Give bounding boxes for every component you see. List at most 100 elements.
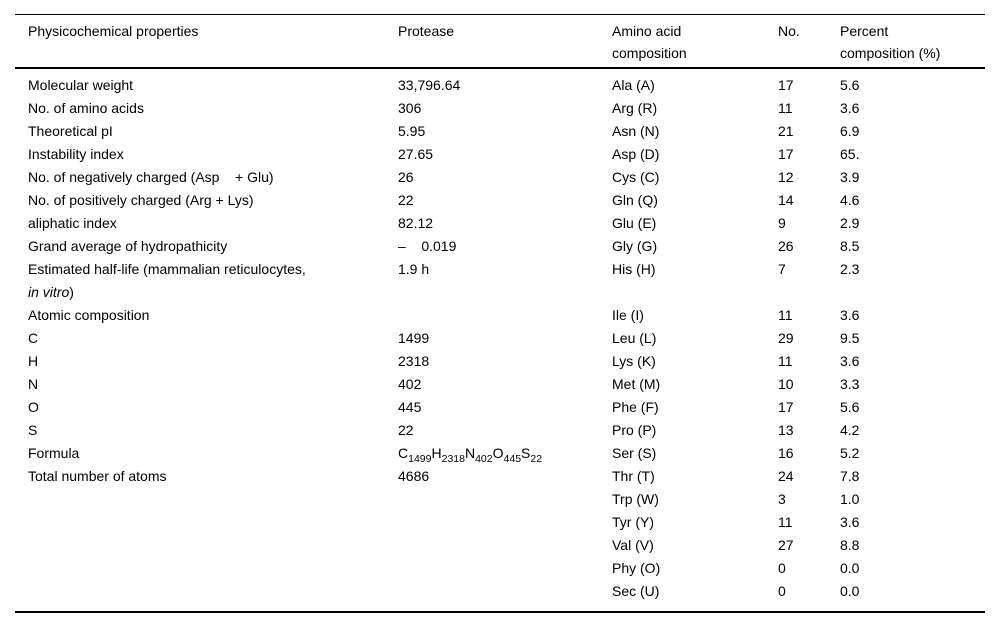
table-row: Atomic composition Ile (I) 11 3.6	[15, 304, 985, 327]
header-line: Amino acid	[612, 23, 682, 39]
cell-property: No. of amino acids	[28, 100, 144, 116]
table-row: N 402 Met (M) 10 3.3	[15, 373, 985, 396]
cell-property-half-life: Estimated half-life (mammalian reticuloc…	[15, 258, 398, 304]
cell-formula-value: C1499H2318N402O445S22	[398, 442, 612, 465]
cell-protease-value	[398, 511, 612, 534]
cell-protease-value: 402	[398, 376, 422, 392]
table-row: Instability index 27.65 Asp (D) 17 65.	[15, 143, 985, 166]
header-no: No.	[778, 14, 840, 69]
physicochemical-properties-table: Physicochemical properties Protease Amin…	[15, 14, 985, 613]
cell-count: 11	[778, 514, 793, 530]
cell-protease-value: 2318	[398, 353, 430, 369]
cell-protease-value: 22	[398, 192, 414, 208]
cell-count: 14	[778, 192, 794, 208]
cell-count: 24	[778, 468, 794, 484]
cell-count: 29	[778, 330, 794, 346]
table-row: Val (V) 27 8.8	[15, 534, 985, 557]
half-life-suffix: )	[69, 284, 74, 300]
cell-percent: 4.2	[840, 422, 860, 438]
cell-percent: 3.6	[840, 307, 860, 323]
cell-amino-acid: Gln (Q)	[612, 192, 658, 208]
cell-percent: 9.5	[840, 330, 860, 346]
cell-amino-acid: Ser (S)	[612, 445, 657, 461]
cell-protease-value: – 0.019	[398, 238, 457, 254]
table-row: No. of amino acids 306 Arg (R) 11 3.6	[15, 97, 985, 120]
cell-property: Theoretical pI	[28, 123, 113, 139]
header-line: Percent	[840, 23, 889, 39]
cell-percent: 3.9	[840, 169, 860, 185]
cell-amino-acid: Sec (U)	[612, 583, 660, 599]
cell-property	[15, 511, 398, 534]
cell-amino-acid: Met (M)	[612, 376, 661, 392]
cell-amino-acid: Asn (N)	[612, 123, 660, 139]
cell-protease-value	[398, 557, 612, 580]
header-row: Physicochemical properties Protease Amin…	[15, 14, 985, 69]
table-row: H 2318 Lys (K) 11 3.6	[15, 350, 985, 373]
table-row: Sec (U) 0 0.0	[15, 580, 985, 612]
cell-percent: 7.8	[840, 468, 860, 484]
cell-property: Formula	[28, 445, 80, 461]
cell-property	[15, 488, 398, 511]
cell-amino-acid: Thr (T)	[612, 468, 655, 484]
cell-amino-acid: Glu (E)	[612, 215, 657, 231]
cell-percent: 3.6	[840, 100, 860, 116]
cell-percent: 5.6	[840, 77, 860, 93]
cell-property: Molecular weight	[28, 77, 134, 93]
cell-count: 17	[778, 146, 794, 162]
cell-count: 16	[778, 445, 794, 461]
half-life-in-vitro: in vitro	[28, 284, 70, 300]
formula-subscript: 2318	[441, 453, 465, 465]
cell-count: 7	[778, 261, 786, 277]
cell-protease-value: 22	[398, 422, 414, 438]
cell-percent: 8.8	[840, 537, 860, 553]
cell-property: H	[28, 353, 39, 369]
cell-count: 12	[778, 169, 794, 185]
cell-count: 11	[778, 100, 793, 116]
cell-percent: 1.0	[840, 491, 860, 507]
cell-amino-acid: Gly (G)	[612, 238, 658, 254]
cell-amino-acid: Ile (I)	[612, 307, 644, 323]
formula-subscript: 402	[475, 453, 493, 465]
cell-percent: 5.2	[840, 445, 860, 461]
cell-count: 3	[778, 491, 786, 507]
table-row: Theoretical pI 5.95 Asn (N) 21 6.9	[15, 120, 985, 143]
cell-property: No. of negatively charged (Asp + Glu)	[28, 169, 274, 185]
cell-protease-value: 445	[398, 399, 422, 415]
cell-protease-value	[398, 488, 612, 511]
formula-element: C	[398, 445, 409, 461]
cell-count: 27	[778, 537, 794, 553]
half-life-label-line1: Estimated half-life (mammalian reticuloc…	[28, 261, 306, 277]
header-percent-composition: Percent composition (%)	[840, 14, 985, 69]
cell-protease-value	[398, 534, 612, 557]
header-physicochemical-properties: Physicochemical properties	[15, 14, 398, 69]
cell-percent: 3.6	[840, 353, 860, 369]
cell-protease-value: 26	[398, 169, 414, 185]
cell-protease-value: 306	[398, 100, 422, 116]
cell-count: 10	[778, 376, 794, 392]
cell-count: 11	[778, 353, 793, 369]
header-line: composition	[612, 45, 687, 61]
cell-amino-acid: Pro (P)	[612, 422, 657, 438]
header-amino-acid-composition: Amino acid composition	[612, 14, 778, 69]
cell-percent: 6.9	[840, 123, 860, 139]
cell-property	[15, 580, 398, 612]
formula-subscript: 1499	[408, 453, 432, 465]
cell-protease-value: 1.9 h	[398, 261, 430, 277]
table-row: S 22 Pro (P) 13 4.2	[15, 419, 985, 442]
cell-property: S	[28, 422, 38, 438]
cell-protease-value: 82.12	[398, 215, 434, 231]
cell-amino-acid: Phe (F)	[612, 399, 659, 415]
formula-element: O	[492, 445, 504, 461]
cell-count: 13	[778, 422, 794, 438]
table-row: Phy (O) 0 0.0	[15, 557, 985, 580]
cell-count: 21	[778, 123, 794, 139]
cell-protease-value: 27.65	[398, 146, 434, 162]
cell-property: C	[28, 330, 39, 346]
cell-percent: 3.6	[840, 514, 860, 530]
cell-property: O	[28, 399, 39, 415]
table-row: Molecular weight 33,796.64 Ala (A) 17 5.…	[15, 68, 985, 97]
table-row: Trp (W) 3 1.0	[15, 488, 985, 511]
cell-property: Instability index	[28, 146, 124, 162]
table-row: O 445 Phe (F) 17 5.6	[15, 396, 985, 419]
